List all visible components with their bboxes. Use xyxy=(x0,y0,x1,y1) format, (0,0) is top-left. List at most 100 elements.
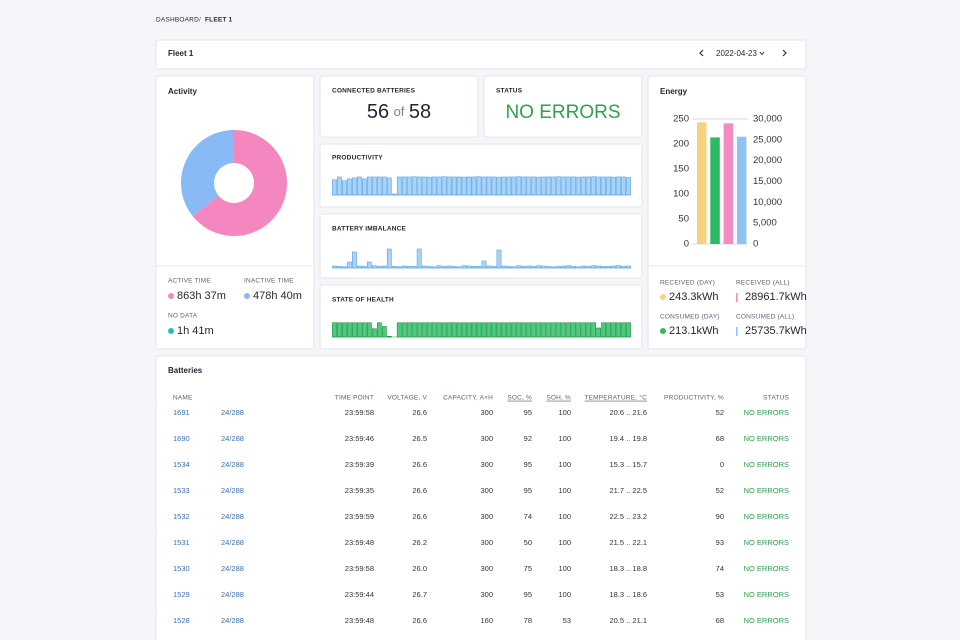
spark-bar xyxy=(471,176,477,196)
spark-bar xyxy=(601,322,606,338)
table-cell: 52 xyxy=(716,408,724,417)
spark-bar xyxy=(451,176,457,196)
table-cell[interactable]: 1534 xyxy=(173,460,190,469)
spark-bar xyxy=(581,176,587,196)
table-cell[interactable]: 24/288 xyxy=(221,460,244,469)
table-cell: 100 xyxy=(558,486,571,495)
spark-bar xyxy=(371,265,377,269)
table-cell: 300 xyxy=(480,486,493,495)
spark-bar xyxy=(506,322,512,338)
table-cell: 20.6 .. 21.6 xyxy=(609,408,647,417)
spark-bar xyxy=(466,322,472,338)
activity-title: Activity xyxy=(168,87,197,96)
breadcrumb-separator: / xyxy=(199,17,201,24)
table-cell: 18.3 .. 18.6 xyxy=(609,590,647,599)
table-cell: 23:59:48 xyxy=(345,616,374,625)
spark-bar xyxy=(526,176,532,196)
table-cell[interactable]: 1533 xyxy=(173,486,190,495)
connected-count: 56 xyxy=(367,101,389,123)
date-dropdown[interactable] xyxy=(759,51,765,56)
legend-value: 213.1kWh xyxy=(669,325,719,337)
spark-bar xyxy=(421,322,427,338)
column-header[interactable]: TEMPERATURE, °C xyxy=(584,394,647,402)
spark-bar xyxy=(476,176,482,196)
table-cell[interactable]: 1532 xyxy=(173,512,190,521)
spark-bar xyxy=(486,322,492,338)
spark-bar xyxy=(426,322,432,338)
table-cell[interactable]: 1690 xyxy=(173,434,190,443)
energy-bar xyxy=(723,123,734,244)
table-cell[interactable]: 24/288 xyxy=(221,616,244,625)
column-header: PRODUCTIVITY, % xyxy=(664,395,724,402)
prev-date[interactable] xyxy=(699,49,704,57)
date-picker[interactable]: 2022-04-23 xyxy=(716,49,757,58)
connected-of: of xyxy=(394,104,405,119)
spark-bar xyxy=(461,322,467,338)
spark-bar xyxy=(551,322,557,338)
spark-bar xyxy=(611,322,616,338)
spark-bar xyxy=(541,322,547,338)
legend-dot xyxy=(244,293,250,299)
spark-bar xyxy=(357,176,362,196)
table-cell[interactable]: 24/288 xyxy=(221,512,244,521)
spark-bar xyxy=(376,322,382,338)
spark-bar xyxy=(591,265,597,269)
table-cell[interactable]: 1691 xyxy=(173,408,190,417)
spark-bar xyxy=(337,322,342,338)
table-cell: 26.6 xyxy=(412,486,427,495)
table-cell: 100 xyxy=(558,408,571,417)
table-cell[interactable]: 1531 xyxy=(173,538,190,547)
table-cell: 26.7 xyxy=(412,590,427,599)
table-cell[interactable]: 24/288 xyxy=(221,564,244,573)
spark-bar xyxy=(416,322,422,338)
table-cell: 23:59:58 xyxy=(345,408,374,417)
column-header[interactable]: SOC, % xyxy=(507,395,532,402)
table-cell: NO ERRORS xyxy=(744,408,789,417)
spark-bar xyxy=(476,322,482,338)
column-header[interactable]: SOH, % xyxy=(546,395,571,402)
table-cell[interactable]: 1528 xyxy=(173,616,190,625)
table-cell[interactable]: 24/288 xyxy=(221,408,244,417)
table-cell[interactable]: 1530 xyxy=(173,564,190,573)
spark-bar xyxy=(436,322,442,338)
tick-label: 50 xyxy=(678,214,689,225)
table-cell[interactable]: 24/288 xyxy=(221,486,244,495)
health-card xyxy=(319,284,643,350)
spark-bar xyxy=(366,322,372,338)
spark-bar xyxy=(466,176,472,196)
spark-bar xyxy=(347,178,352,196)
spark-bar xyxy=(371,176,377,196)
spark-bar xyxy=(561,176,567,196)
legend-value: 1h 41m xyxy=(177,325,214,337)
tick-label: 15,000 xyxy=(753,176,782,187)
spark-bar xyxy=(556,322,562,338)
spark-bar xyxy=(536,322,542,338)
spark-bar xyxy=(347,261,352,269)
table-cell: 26.0 xyxy=(412,564,427,573)
spark-bar xyxy=(396,322,402,338)
spark-bar xyxy=(501,322,507,338)
table-cell: 26.5 xyxy=(412,434,427,443)
breadcrumb-parent[interactable]: DASHBOARD xyxy=(156,17,199,24)
spark-bar xyxy=(616,322,621,338)
productivity-title: PRODUCTIVITY xyxy=(332,155,383,162)
spark-bar xyxy=(616,176,621,196)
spark-bar xyxy=(526,322,532,338)
table-cell[interactable]: 24/288 xyxy=(221,434,244,443)
table-cell[interactable]: 1529 xyxy=(173,590,190,599)
table-cell: 68 xyxy=(716,616,724,625)
table-cell: 100 xyxy=(558,590,571,599)
spark-bar xyxy=(606,176,611,196)
table-cell: 0 xyxy=(720,460,724,469)
table-cell[interactable]: 24/288 xyxy=(221,590,244,599)
spark-bar xyxy=(352,251,357,269)
spark-bar xyxy=(506,176,512,196)
status-value: NO ERRORS xyxy=(505,102,620,123)
table-cell[interactable]: 24/288 xyxy=(221,538,244,547)
spark-bar xyxy=(566,322,572,338)
table-cell: 93 xyxy=(716,538,724,547)
spark-bar xyxy=(441,322,447,338)
table-cell: 50 xyxy=(524,538,532,547)
next-date[interactable] xyxy=(782,49,787,57)
table-cell: NO ERRORS xyxy=(744,590,789,599)
